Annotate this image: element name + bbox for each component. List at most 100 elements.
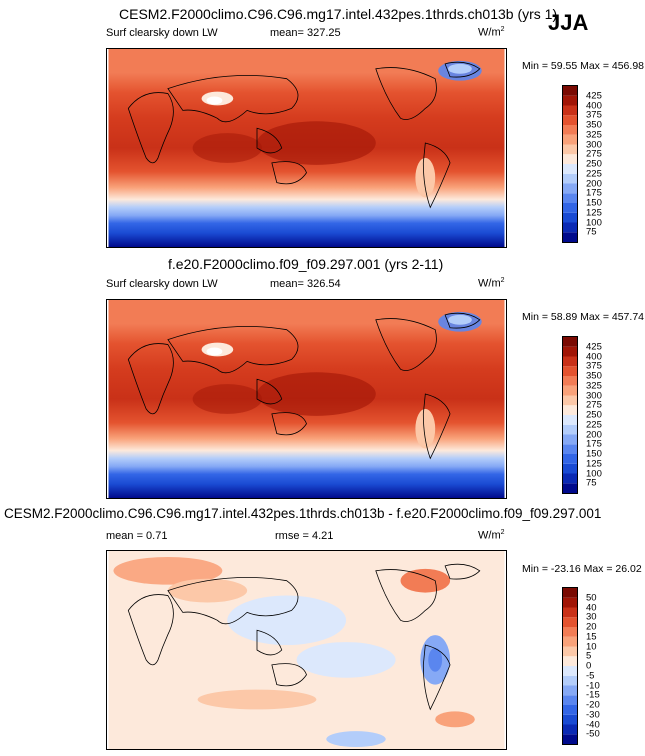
panel-2-colorbar xyxy=(562,336,578,494)
panel-2-title: f.e20.F2000climo.f09_f09.297.001 (yrs 2-… xyxy=(168,256,444,272)
colorbar-tick-label: 300 xyxy=(586,390,602,401)
panel-3-colorbar xyxy=(562,587,578,745)
colorbar-bin xyxy=(563,588,577,598)
colorbar-bin xyxy=(563,656,577,666)
panel-2-variable: Surf clearsky down LW xyxy=(106,278,218,290)
panel-2-colorbar-labels: 75 100 125 150 175 200 225 250 275 300 325 350 375 40… xyxy=(586,336,636,494)
colorbar-bin xyxy=(563,183,577,194)
colorbar-bin xyxy=(563,395,577,406)
colorbar-bin xyxy=(563,193,577,203)
colorbar-bin xyxy=(563,415,577,425)
panel-2-minmax: Min = 58.89 Max = 457.74 xyxy=(522,311,644,323)
colorbar-bin xyxy=(563,597,577,608)
colorbar-tick-label: 175 xyxy=(586,438,602,450)
panel-2-map xyxy=(106,299,507,499)
panel-3-mean: mean = 0.71 xyxy=(106,530,168,542)
colorbar-bin xyxy=(563,463,577,474)
colorbar-tick-label: 150 xyxy=(586,448,602,460)
colorbar-tick-label: 250 xyxy=(586,158,602,170)
colorbar-bin xyxy=(563,405,577,415)
colorbar-tick-label: 40 xyxy=(586,602,597,613)
colorbar-bin xyxy=(563,705,577,715)
panel-1-colorbar xyxy=(562,85,578,243)
colorbar-bin xyxy=(563,607,577,618)
colorbar-tick-label: 275 xyxy=(586,399,602,411)
colorbar-tick-label: 300 xyxy=(586,139,602,150)
panel-1-title: CESM2.F2000climo.C96.C96.mg17.intel.432p… xyxy=(119,6,558,22)
colorbar-tick-label: -30 xyxy=(586,709,600,721)
panel-1-map xyxy=(106,48,507,248)
colorbar-bin xyxy=(563,666,577,676)
colorbar-bin xyxy=(563,173,577,184)
colorbar-tick-label: 400 xyxy=(586,351,602,362)
colorbar-tick-label: 125 xyxy=(586,458,602,470)
colorbar-bin xyxy=(563,337,577,347)
colorbar-tick-label: 350 xyxy=(586,370,602,382)
colorbar-bin xyxy=(563,483,577,493)
colorbar-tick-label: -40 xyxy=(586,719,600,730)
colorbar-tick-label: 325 xyxy=(586,380,602,392)
colorbar-tick-label: 400 xyxy=(586,100,602,111)
colorbar-tick-label: 125 xyxy=(586,207,602,219)
colorbar-bin xyxy=(563,724,577,735)
colorbar-tick-label: 225 xyxy=(586,168,602,180)
colorbar-tick-label: 200 xyxy=(586,429,602,440)
colorbar-tick-label: -20 xyxy=(586,699,600,711)
colorbar-bin xyxy=(563,232,577,242)
colorbar-bin xyxy=(563,105,577,116)
panel-3-rmse: rmse = 4.21 xyxy=(275,530,334,542)
colorbar-tick-label: 375 xyxy=(586,360,602,372)
colorbar-tick-label: 350 xyxy=(586,119,602,131)
panel-3-map-svg xyxy=(108,551,505,749)
colorbar-tick-label: 75 xyxy=(586,477,597,489)
colorbar-tick-label: 50 xyxy=(586,592,597,604)
colorbar-tick-label: -50 xyxy=(586,728,600,740)
colorbar-bin xyxy=(563,617,577,627)
colorbar-bin xyxy=(563,144,577,155)
colorbar-tick-label: -10 xyxy=(586,680,600,691)
colorbar-bin xyxy=(563,164,577,174)
colorbar-bin xyxy=(563,385,577,396)
colorbar-bin xyxy=(563,636,577,647)
panel-1-map-svg xyxy=(108,49,505,247)
panel-3-units: W/m2 xyxy=(478,529,505,542)
colorbar-bin xyxy=(563,356,577,367)
colorbar-tick-label: 425 xyxy=(586,90,602,102)
panel-2-colorbar-svg xyxy=(563,337,577,493)
colorbar-tick-label: 275 xyxy=(586,148,602,160)
colorbar-tick-label: 175 xyxy=(586,187,602,199)
colorbar-bin xyxy=(563,734,577,744)
panel-2-map-svg xyxy=(108,300,505,498)
panel-1-variable: Surf clearsky down LW xyxy=(106,27,218,39)
panel-1-colorbar-labels: 75 100 125 150 175 200 225 250 275 300 325 350 375 40… xyxy=(586,85,636,243)
colorbar-tick-label: 10 xyxy=(586,641,597,652)
colorbar-tick-label: -5 xyxy=(586,670,595,682)
colorbar-bin xyxy=(563,203,577,213)
colorbar-tick-label: 225 xyxy=(586,419,602,431)
colorbar-tick-label: 100 xyxy=(586,217,602,228)
panel-2-units: W/m2 xyxy=(478,277,505,290)
colorbar-bin xyxy=(563,444,577,454)
colorbar-bin xyxy=(563,86,577,96)
panel-1-colorbar-svg xyxy=(563,86,577,242)
panel-3-colorbar-labels: -50 -40 -30 -20 -15 -10 -5 0 5 10 15 20 30 40 50 xyxy=(586,587,636,745)
colorbar-bin xyxy=(563,473,577,484)
colorbar-tick-label: 325 xyxy=(586,129,602,141)
colorbar-tick-label: 75 xyxy=(586,226,597,238)
colorbar-bin xyxy=(563,454,577,464)
colorbar-tick-label: -15 xyxy=(586,689,600,701)
panel-3-map xyxy=(106,550,507,750)
colorbar-tick-label: 375 xyxy=(586,109,602,121)
season-label: JJA xyxy=(548,10,589,35)
colorbar-tick-label: 100 xyxy=(586,468,602,479)
panel-1-mean: mean= 327.25 xyxy=(270,27,341,39)
colorbar-tick-label: 30 xyxy=(586,611,597,623)
colorbar-bin xyxy=(563,222,577,233)
colorbar-bin xyxy=(563,627,577,637)
colorbar-bin xyxy=(563,714,577,725)
panel-1-units: W/m2 xyxy=(478,26,505,39)
colorbar-tick-label: 250 xyxy=(586,409,602,421)
colorbar-bin xyxy=(563,125,577,135)
colorbar-bin xyxy=(563,434,577,445)
colorbar-bin xyxy=(563,376,577,386)
